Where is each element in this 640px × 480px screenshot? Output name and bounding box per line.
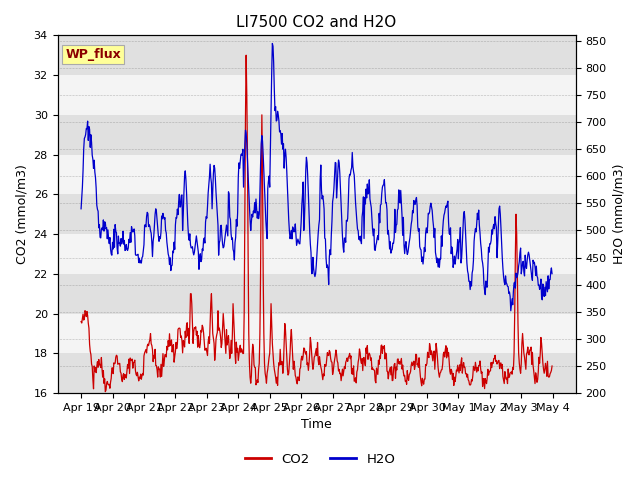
Bar [58,115,575,155]
X-axis label: Time: Time [301,419,332,432]
Bar [58,353,575,393]
Y-axis label: CO2 (mmol/m3): CO2 (mmol/m3) [15,164,28,264]
Y-axis label: H2O (mmol/m3): H2O (mmol/m3) [612,164,625,264]
Bar [58,234,575,274]
Bar [58,36,575,75]
Text: WP_flux: WP_flux [65,48,121,61]
Bar [58,75,575,115]
Legend: CO2, H2O: CO2, H2O [239,447,401,471]
Bar [58,274,575,313]
Bar [58,155,575,194]
Bar [58,194,575,234]
Bar [58,313,575,353]
Title: LI7500 CO2 and H2O: LI7500 CO2 and H2O [236,15,397,30]
